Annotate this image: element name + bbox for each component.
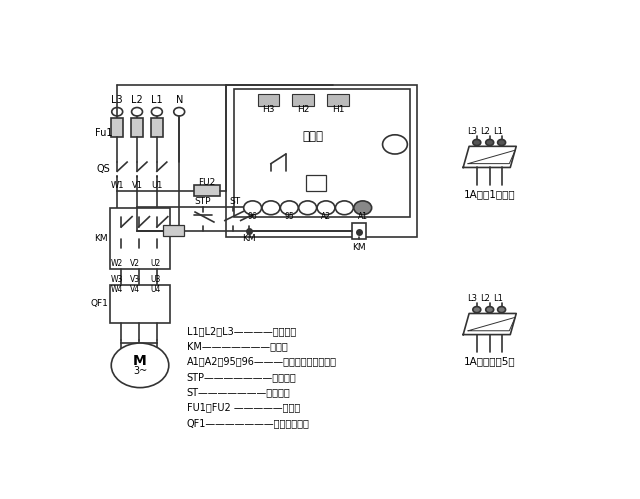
Circle shape <box>498 306 506 313</box>
Bar <box>151 118 163 137</box>
Text: W2: W2 <box>111 259 123 268</box>
Text: 95: 95 <box>284 212 294 221</box>
Circle shape <box>317 201 335 215</box>
Circle shape <box>473 139 481 146</box>
Text: L3: L3 <box>111 95 123 105</box>
Bar <box>234 89 410 218</box>
Text: ST———————启动按鈕: ST———————启动按鈕 <box>187 387 291 397</box>
Text: L1、L2、L3————三相电源: L1、L2、L3————三相电源 <box>187 326 296 336</box>
Bar <box>110 284 170 323</box>
Text: L3: L3 <box>467 127 477 136</box>
Circle shape <box>280 201 298 215</box>
Text: 96: 96 <box>248 212 257 221</box>
Text: H3: H3 <box>262 105 275 114</box>
Text: 1A以上1次穿心: 1A以上1次穿心 <box>463 189 515 200</box>
Text: 保护器: 保护器 <box>303 130 324 143</box>
Circle shape <box>335 201 353 215</box>
Circle shape <box>299 201 317 215</box>
Text: KM———————接触器: KM———————接触器 <box>187 341 287 351</box>
Bar <box>163 226 184 236</box>
Text: L2: L2 <box>480 294 490 303</box>
Text: QF1———————电动机保护器: QF1———————电动机保护器 <box>187 418 310 428</box>
Bar <box>257 94 280 106</box>
Text: U1: U1 <box>151 182 163 191</box>
Circle shape <box>498 139 506 146</box>
Circle shape <box>486 306 493 313</box>
Text: W3: W3 <box>111 275 123 284</box>
Text: H2: H2 <box>297 105 309 114</box>
Text: 1A以下穿心5次: 1A以下穿心5次 <box>463 356 515 366</box>
Text: FU1、FU2 —————燕断器: FU1、FU2 —————燕断器 <box>187 403 300 413</box>
Text: STP———————停止按鈕: STP———————停止按鈕 <box>187 372 296 382</box>
Bar <box>194 185 220 196</box>
Text: QF1: QF1 <box>91 299 109 308</box>
Text: KM: KM <box>352 243 365 251</box>
Text: A2: A2 <box>321 212 331 221</box>
Circle shape <box>473 306 481 313</box>
Bar <box>227 85 417 237</box>
Text: L1: L1 <box>493 127 502 136</box>
Circle shape <box>111 343 169 388</box>
Bar <box>306 175 326 191</box>
Bar <box>292 94 314 106</box>
Bar <box>131 118 143 137</box>
Text: A1、A2、95、96———保护器接线端子号码: A1、A2、95、96———保护器接线端子号码 <box>187 356 337 366</box>
Text: U2: U2 <box>150 259 161 268</box>
Text: U3: U3 <box>150 275 161 284</box>
Bar <box>327 94 349 106</box>
Text: STP: STP <box>195 197 211 206</box>
Text: Fu1: Fu1 <box>95 128 112 138</box>
Text: V4: V4 <box>129 285 140 294</box>
Text: KM: KM <box>242 234 255 243</box>
Text: KM: KM <box>94 234 108 243</box>
Text: N: N <box>175 95 183 105</box>
Text: W4: W4 <box>111 285 123 294</box>
Text: V2: V2 <box>129 259 140 268</box>
Bar <box>352 223 365 239</box>
Text: U4: U4 <box>150 285 161 294</box>
Text: L3: L3 <box>467 294 477 303</box>
Circle shape <box>262 201 280 215</box>
Text: QS: QS <box>97 164 110 174</box>
Text: L2: L2 <box>131 95 143 105</box>
Text: V3: V3 <box>129 275 140 284</box>
Circle shape <box>383 135 407 154</box>
Bar <box>110 208 170 269</box>
Text: FU2: FU2 <box>198 178 216 187</box>
Text: ST: ST <box>230 197 241 206</box>
Circle shape <box>486 139 493 146</box>
Circle shape <box>354 201 372 215</box>
Text: 3~: 3~ <box>133 366 147 376</box>
Text: L2: L2 <box>480 127 490 136</box>
Text: A1: A1 <box>358 212 368 221</box>
Bar <box>111 118 123 137</box>
Text: V1: V1 <box>132 182 143 191</box>
Circle shape <box>244 201 262 215</box>
Text: L1: L1 <box>151 95 163 105</box>
Text: W1: W1 <box>111 182 124 191</box>
Text: L1: L1 <box>493 294 502 303</box>
Text: H1: H1 <box>332 105 344 114</box>
Text: M: M <box>133 354 147 368</box>
